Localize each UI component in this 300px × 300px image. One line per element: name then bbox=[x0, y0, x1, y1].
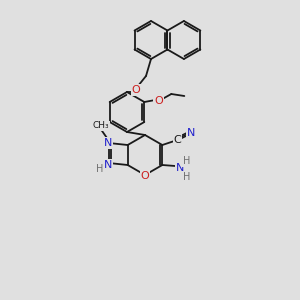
Text: N: N bbox=[103, 160, 112, 170]
Text: O: O bbox=[141, 171, 149, 181]
Text: H: H bbox=[183, 156, 190, 166]
Text: H: H bbox=[183, 172, 190, 182]
Text: N: N bbox=[103, 138, 112, 148]
Text: C: C bbox=[173, 135, 181, 145]
Text: N: N bbox=[187, 128, 196, 138]
Text: O: O bbox=[132, 85, 140, 95]
Text: H: H bbox=[96, 164, 103, 174]
Text: CH₃: CH₃ bbox=[92, 122, 109, 130]
Text: O: O bbox=[154, 96, 163, 106]
Text: N: N bbox=[176, 163, 184, 173]
